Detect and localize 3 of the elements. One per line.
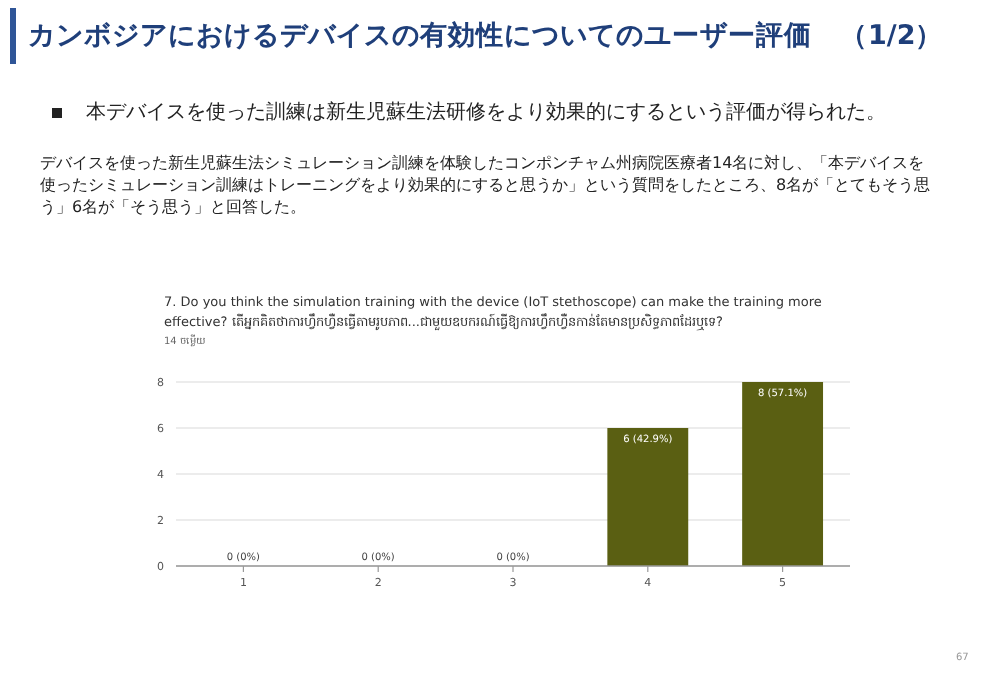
title: カンボジアにおけるデバイスの有効性についてのユーザー評価 （1/2） [28,18,944,54]
annotation: 本デバイスを使った訓練は新生児蘇生法研修をより効果的にするという評価が得られた。 [86,99,886,126]
annotation: デバイスを使った新生児蘇生法シミュレーション訓練を体験したコンポンチャム州病院医療者14名に対し、「本デバイスを使ったシミュレーション訓練はトレーニングをより効果的にすると思うか」という質問をしたところ、8名が「とてもそう思う」6名が「そう思う」と回答した。 [40,152,933,218]
